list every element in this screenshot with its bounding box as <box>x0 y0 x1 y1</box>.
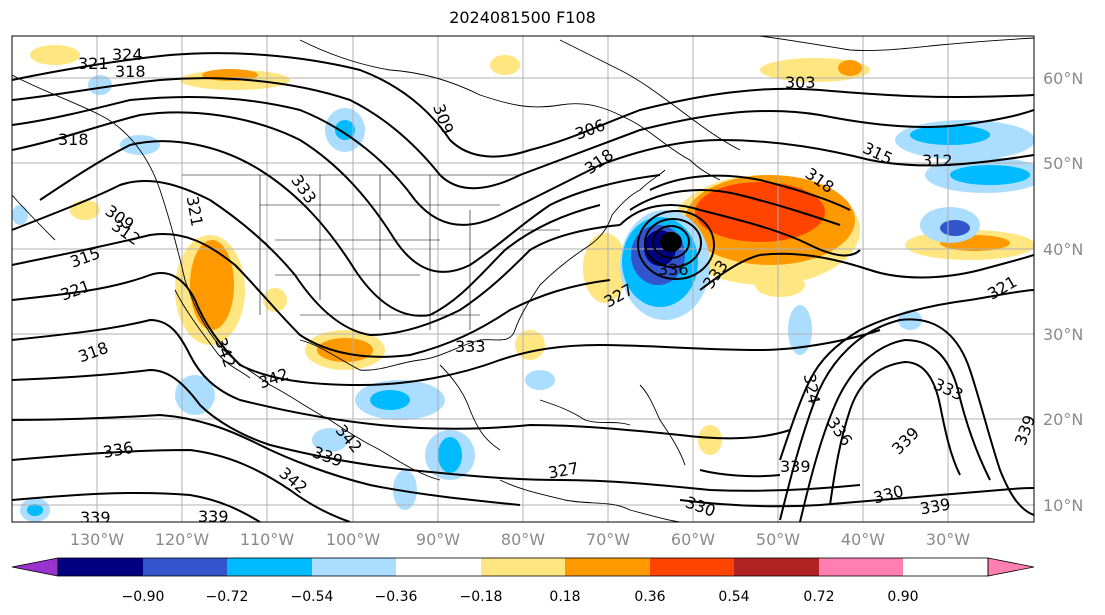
lon-tick-label: 70°W <box>586 530 630 549</box>
colorbar-tick-label: −0.72 <box>206 589 249 605</box>
lon-tick-label: 50°W <box>756 530 800 549</box>
colorbar-extend-low <box>11 557 59 577</box>
contour-label: 318 <box>115 62 146 81</box>
map-frame <box>11 35 1035 523</box>
lat-tick-label: 10°N <box>1043 496 1083 515</box>
longitude-axis: 130°W 120°W 110°W 100°W 90°W 80°W 70°W 6… <box>70 530 970 549</box>
colorbar-swatch <box>819 558 903 576</box>
lat-tick-label: 50°N <box>1043 154 1083 173</box>
colorbar-tick-label: 0.72 <box>803 589 834 605</box>
lon-tick-label: 30°W <box>926 530 970 549</box>
lat-tick-label: 40°N <box>1043 240 1083 259</box>
contour-label: 336 <box>658 260 689 279</box>
colorbar-swatch <box>396 558 481 576</box>
contour-label: 318 <box>58 130 89 149</box>
coastlines <box>12 36 1034 522</box>
colorbar-tick-label: −0.18 <box>460 589 503 605</box>
lat-tick-label: 20°N <box>1043 410 1083 429</box>
lon-tick-label: 110°W <box>240 530 295 549</box>
colorbar: −0.90 −0.72 −0.54 −0.36 −0.18 0.18 0.36 … <box>11 557 1035 605</box>
contour-label: 339 <box>780 457 811 476</box>
colorbar-tick-label: −0.54 <box>291 589 334 605</box>
contour-label: 324 <box>112 45 143 64</box>
map-title: 2024081500 F108 <box>449 8 596 27</box>
colorbar-swatch <box>734 558 819 576</box>
colorbar-tick-label: 0.90 <box>887 589 918 605</box>
colorbar-swatch <box>565 558 650 576</box>
colorbar-tick-label: 0.36 <box>634 589 665 605</box>
graticule <box>12 36 1034 522</box>
latitude-axis: 60°N 50°N 40°N 30°N 20°N 10°N <box>1043 69 1083 515</box>
contour-label: 303 <box>785 73 816 92</box>
contour-label: 333 <box>455 337 486 356</box>
shaded-field <box>12 45 1034 522</box>
lon-tick-label: 90°W <box>416 530 460 549</box>
lon-tick-label: 60°W <box>671 530 715 549</box>
colorbar-tick-label: 0.54 <box>718 589 749 605</box>
colorbar-swatch <box>481 558 565 576</box>
lat-tick-label: 30°N <box>1043 325 1083 344</box>
colorbar-swatch <box>143 558 227 576</box>
contour-label: 339 <box>198 507 229 526</box>
colorbar-swatch <box>58 558 143 576</box>
height-contours <box>12 52 1034 522</box>
contour-label: 339 <box>80 508 111 527</box>
colorbar-swatch <box>312 558 396 576</box>
colorbar-extend-high <box>987 557 1035 577</box>
colorbar-tick-label: −0.36 <box>375 589 418 605</box>
lon-tick-label: 100°W <box>326 530 381 549</box>
colorbar-tick-label: 0.18 <box>549 589 580 605</box>
lon-tick-label: 40°W <box>841 530 885 549</box>
political-borders <box>182 174 560 330</box>
lon-tick-label: 130°W <box>70 530 125 549</box>
lat-tick-label: 60°N <box>1043 69 1083 88</box>
contour-label: 321 <box>78 54 109 73</box>
lon-tick-label: 120°W <box>155 530 210 549</box>
lon-tick-label: 80°W <box>501 530 545 549</box>
colorbar-swatch <box>650 558 734 576</box>
colorbar-swatch <box>227 558 312 576</box>
colorbar-tick-label: −0.90 <box>122 589 165 605</box>
contour-label: 312 <box>922 151 953 170</box>
